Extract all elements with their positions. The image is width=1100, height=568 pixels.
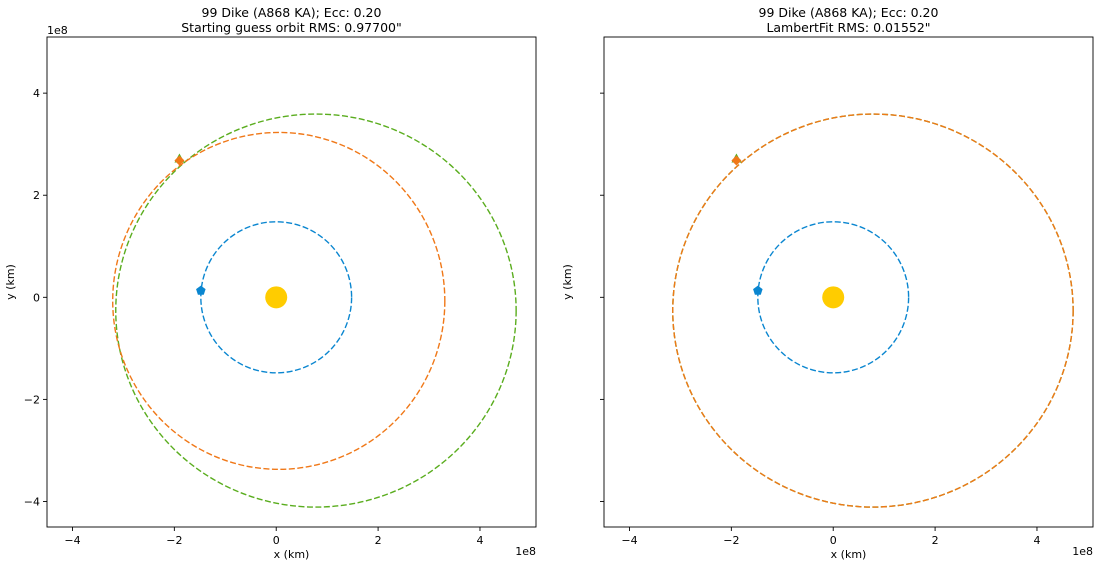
x-tick-label: −4 [621, 534, 637, 547]
y-axis-label: y (km) [561, 264, 574, 300]
plot-area [672, 113, 1074, 508]
orbit-line-3 [112, 131, 446, 471]
x-tick-label: −2 [166, 534, 182, 547]
x-axis-multiplier: 1e8 [1072, 545, 1093, 558]
x-axis-label: x (km) [831, 548, 867, 561]
chart-subtitle: LambertFit RMS: 0.01552" [766, 20, 930, 35]
x-tick-label: 2 [375, 534, 382, 547]
y-tick-label: −2 [24, 393, 40, 406]
y-tick-label: 2 [33, 189, 40, 202]
axes-frame [603, 36, 1094, 528]
orbit-line-2 [115, 113, 517, 508]
position-marker-1 [196, 285, 206, 295]
orbit-line-1 [200, 221, 353, 374]
position-marker-1 [753, 285, 763, 295]
x-tick-label: 4 [476, 534, 483, 547]
x-axis-label: x (km) [274, 548, 310, 561]
position-marker-3 [731, 155, 742, 166]
y-axis-multiplier: 1e8 [47, 24, 68, 37]
x-tick-label: −2 [723, 534, 739, 547]
x-tick-label: 4 [1033, 534, 1040, 547]
x-tick-label: 0 [273, 534, 280, 547]
chart-title: 99 Dike (A868 KA); Ecc: 0.20 [759, 5, 939, 20]
y-axis-label: y (km) [4, 264, 17, 300]
x-axis-multiplier: 1e8 [515, 545, 536, 558]
chart-title: 99 Dike (A868 KA); Ecc: 0.20 [202, 5, 382, 20]
x-tick-label: −4 [64, 534, 80, 547]
orbit-line-3 [672, 113, 1074, 508]
chart-subtitle: Starting guess orbit RMS: 0.97700" [181, 20, 401, 35]
x-tick-label: 2 [932, 534, 939, 547]
axes-frame [46, 36, 537, 528]
y-tick-label: 4 [33, 87, 40, 100]
sun-marker [822, 286, 845, 309]
orbit-line-2 [672, 113, 1074, 508]
y-tick-label: −4 [24, 495, 40, 508]
orbit-line-1 [757, 221, 910, 374]
plot-area [112, 113, 517, 508]
y-tick-label: 0 [33, 291, 40, 304]
sun-marker [265, 286, 288, 309]
x-tick-label: 0 [830, 534, 837, 547]
position-marker-3 [174, 155, 185, 166]
